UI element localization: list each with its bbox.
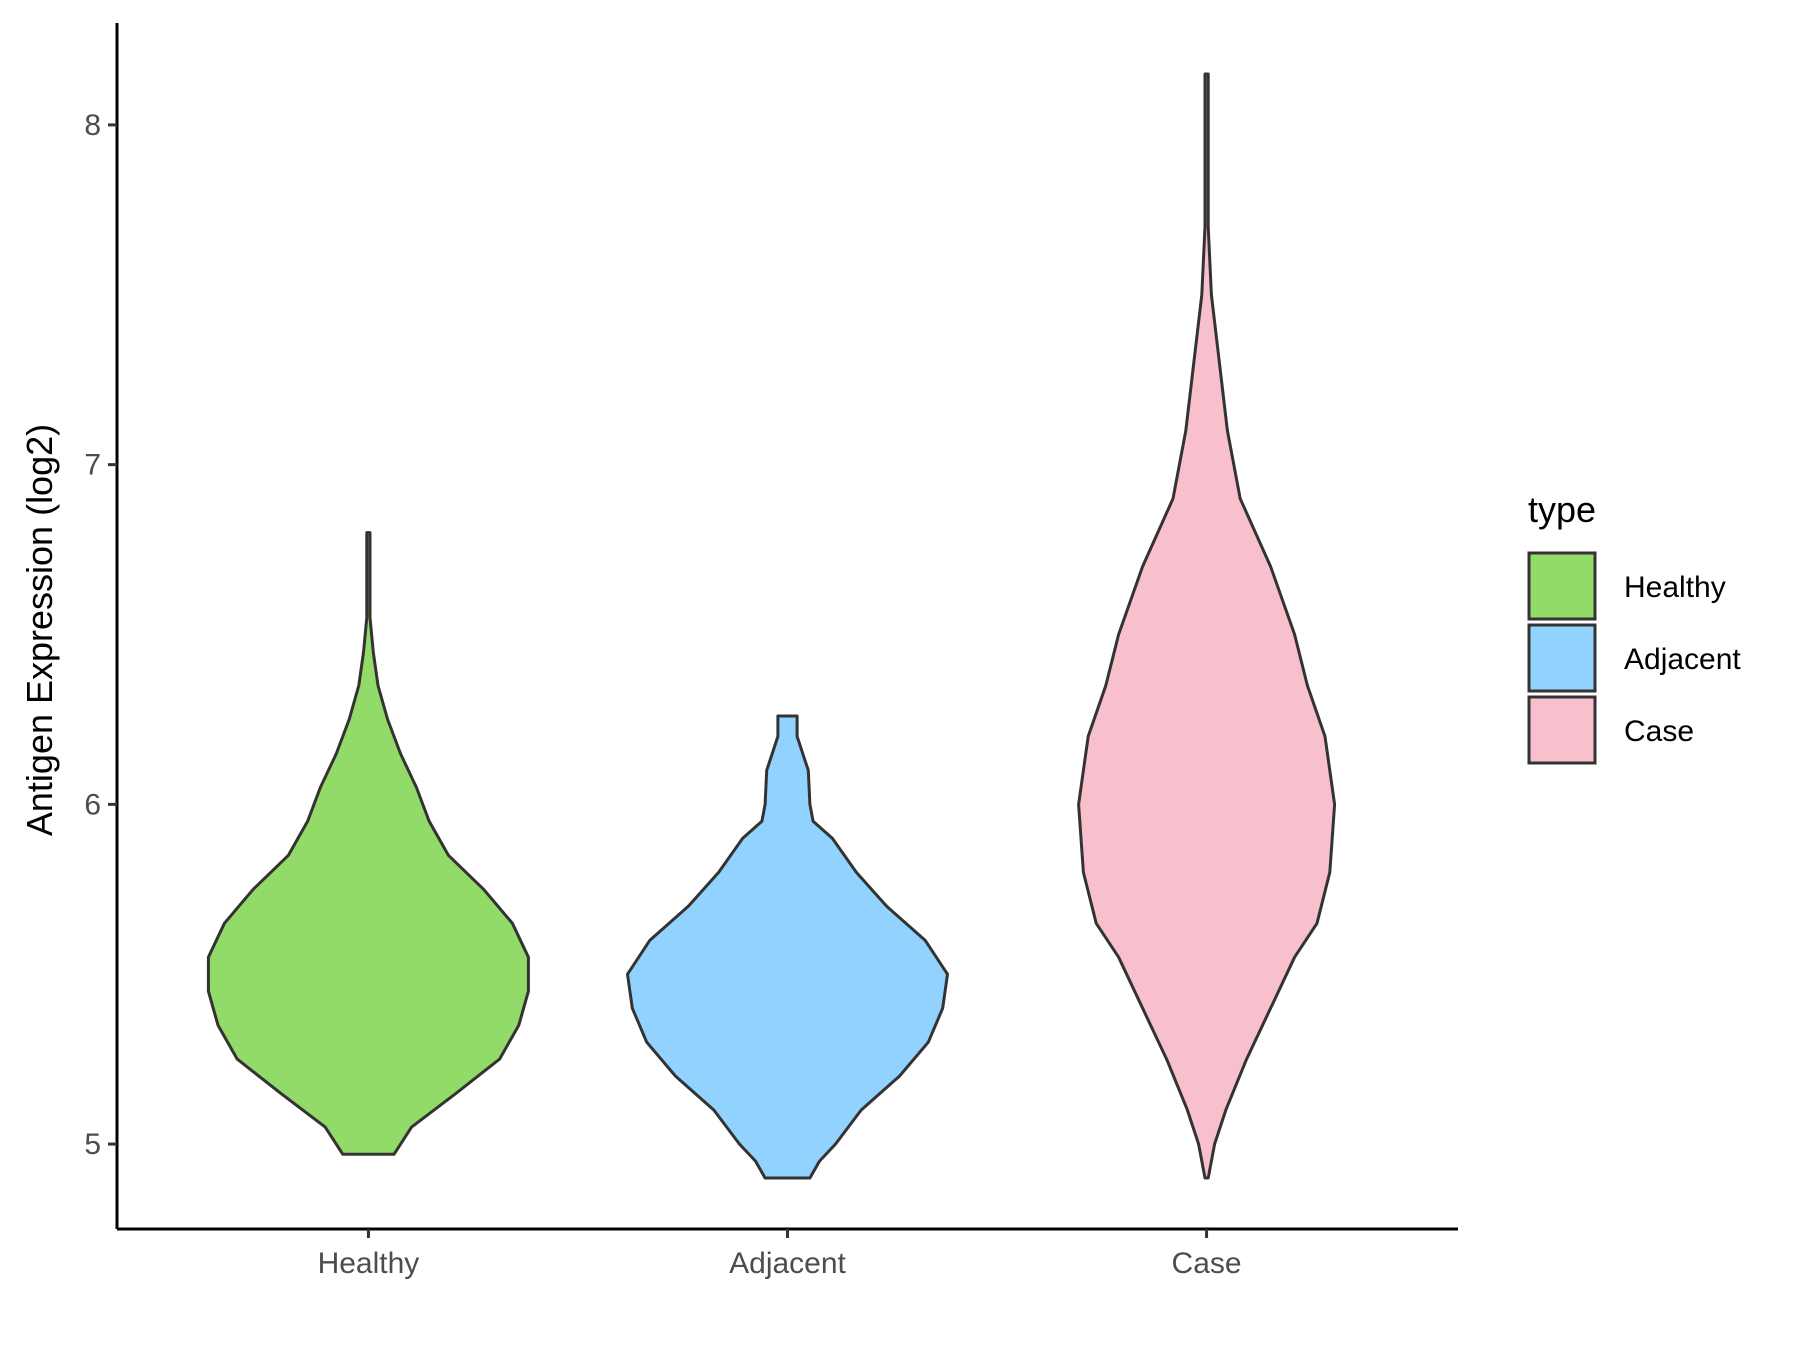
y-tick-label: 7	[84, 449, 101, 482]
violin-layer	[206, 72, 1337, 1180]
x-axis-ticks: Healthy Adjacent Case	[318, 1229, 1242, 1280]
x-tick-label-healthy: Healthy	[318, 1247, 420, 1280]
violin-adjacent	[626, 714, 949, 1180]
legend-swatch-adjacent	[1527, 623, 1597, 693]
y-tick-label: 8	[84, 109, 101, 142]
violin-case	[1077, 72, 1337, 1180]
legend-label-case: Case	[1624, 715, 1694, 748]
legend-label-adjacent: Adjacent	[1624, 643, 1741, 676]
violin-healthy	[206, 531, 530, 1156]
legend-label-healthy: Healthy	[1624, 571, 1726, 604]
x-tick-label-case: Case	[1172, 1247, 1242, 1280]
y-axis-title: Antigen Expression (log2)	[19, 424, 60, 836]
x-tick-label-adjacent: Adjacent	[729, 1247, 846, 1280]
legend-swatch-case	[1527, 695, 1597, 765]
legend-swatch-healthy	[1527, 551, 1597, 621]
legend: type Healthy Adjacent Case	[1527, 489, 1741, 765]
legend-title: type	[1528, 489, 1596, 530]
y-axis-ticks: 5 6 7 8	[84, 109, 117, 1161]
y-tick-label: 6	[84, 788, 101, 821]
y-tick-label: 5	[84, 1128, 101, 1161]
